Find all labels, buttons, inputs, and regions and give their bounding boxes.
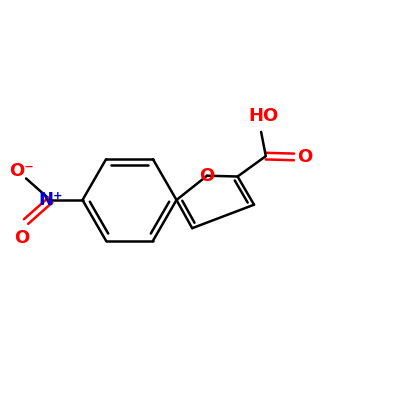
Text: HO: HO	[248, 107, 278, 125]
Text: O: O	[200, 167, 215, 185]
Text: O⁻: O⁻	[9, 162, 34, 180]
Text: O: O	[297, 148, 312, 166]
Text: N⁺: N⁺	[38, 191, 63, 209]
Text: O: O	[14, 229, 29, 247]
